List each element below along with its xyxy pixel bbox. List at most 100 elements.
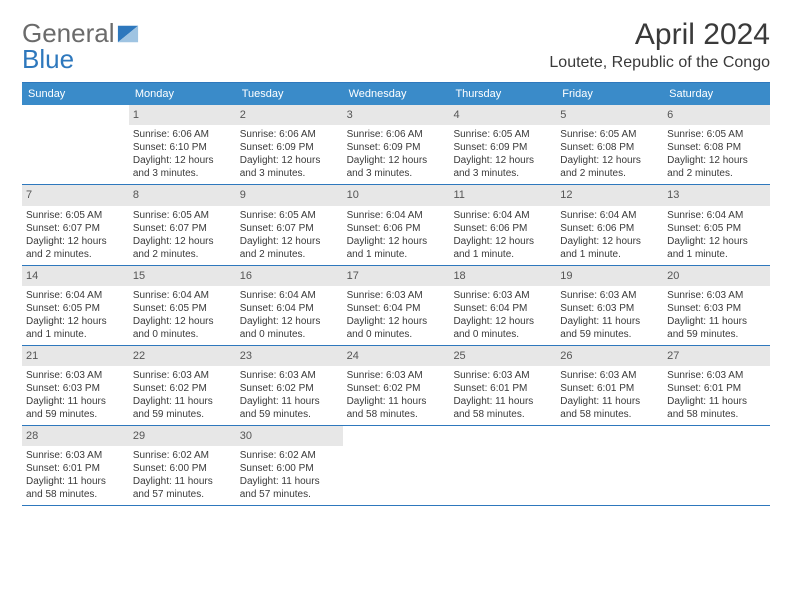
sunset: Sunset: 6:09 PM xyxy=(240,141,339,154)
sunrise: Sunrise: 6:05 AM xyxy=(26,209,125,222)
dow-tuesday: Tuesday xyxy=(236,83,343,105)
daylight: Daylight: 12 hours and 3 minutes. xyxy=(240,154,339,180)
sunrise: Sunrise: 6:03 AM xyxy=(26,369,125,382)
sunrise: Sunrise: 6:05 AM xyxy=(133,209,232,222)
sunset: Sunset: 6:07 PM xyxy=(133,222,232,235)
sunset: Sunset: 6:09 PM xyxy=(453,141,552,154)
daylight: Daylight: 12 hours and 2 minutes. xyxy=(26,235,125,261)
month-title: April 2024 xyxy=(549,18,770,52)
day-cell: 17Sunrise: 6:03 AMSunset: 6:04 PMDayligh… xyxy=(343,266,450,345)
day-body: Sunrise: 6:03 AMSunset: 6:03 PMDaylight:… xyxy=(556,286,663,345)
day-number: 27 xyxy=(663,346,770,366)
day-body: Sunrise: 6:02 AMSunset: 6:00 PMDaylight:… xyxy=(129,446,236,505)
day-number: 4 xyxy=(449,105,556,125)
day-number: 19 xyxy=(556,266,663,286)
daylight: Daylight: 12 hours and 2 minutes. xyxy=(560,154,659,180)
day-number: 11 xyxy=(449,185,556,205)
sunrise: Sunrise: 6:02 AM xyxy=(240,449,339,462)
daylight: Daylight: 12 hours and 1 minute. xyxy=(347,235,446,261)
day-cell: 30Sunrise: 6:02 AMSunset: 6:00 PMDayligh… xyxy=(236,426,343,505)
daylight: Daylight: 12 hours and 3 minutes. xyxy=(347,154,446,180)
sunrise: Sunrise: 6:03 AM xyxy=(240,369,339,382)
day-number: 7 xyxy=(22,185,129,205)
day-body: Sunrise: 6:04 AMSunset: 6:05 PMDaylight:… xyxy=(663,206,770,265)
day-number: 13 xyxy=(663,185,770,205)
day-body: Sunrise: 6:03 AMSunset: 6:03 PMDaylight:… xyxy=(22,366,129,425)
week-row: 21Sunrise: 6:03 AMSunset: 6:03 PMDayligh… xyxy=(22,346,770,426)
sunrise: Sunrise: 6:03 AM xyxy=(133,369,232,382)
day-body: Sunrise: 6:04 AMSunset: 6:06 PMDaylight:… xyxy=(449,206,556,265)
day-cell: 14Sunrise: 6:04 AMSunset: 6:05 PMDayligh… xyxy=(22,266,129,345)
daylight: Daylight: 11 hours and 57 minutes. xyxy=(133,475,232,501)
calendar: SundayMondayTuesdayWednesdayThursdayFrid… xyxy=(22,82,770,506)
day-body: Sunrise: 6:03 AMSunset: 6:01 PMDaylight:… xyxy=(663,366,770,425)
day-cell: 2Sunrise: 6:06 AMSunset: 6:09 PMDaylight… xyxy=(236,105,343,184)
daylight: Daylight: 11 hours and 59 minutes. xyxy=(667,315,766,341)
day-number: 20 xyxy=(663,266,770,286)
day-body: Sunrise: 6:05 AMSunset: 6:09 PMDaylight:… xyxy=(449,125,556,184)
day-cell: 9Sunrise: 6:05 AMSunset: 6:07 PMDaylight… xyxy=(236,185,343,264)
daylight: Daylight: 11 hours and 58 minutes. xyxy=(667,395,766,421)
day-cell: 27Sunrise: 6:03 AMSunset: 6:01 PMDayligh… xyxy=(663,346,770,425)
day-cell: 24Sunrise: 6:03 AMSunset: 6:02 PMDayligh… xyxy=(343,346,450,425)
day-number: 29 xyxy=(129,426,236,446)
sunset: Sunset: 6:01 PM xyxy=(667,382,766,395)
day-number: 6 xyxy=(663,105,770,125)
daylight: Daylight: 12 hours and 1 minute. xyxy=(560,235,659,261)
day-cell: 18Sunrise: 6:03 AMSunset: 6:04 PMDayligh… xyxy=(449,266,556,345)
sunset: Sunset: 6:10 PM xyxy=(133,141,232,154)
sunset: Sunset: 6:03 PM xyxy=(667,302,766,315)
day-cell: 20Sunrise: 6:03 AMSunset: 6:03 PMDayligh… xyxy=(663,266,770,345)
dow-sunday: Sunday xyxy=(22,83,129,105)
day-cell: 4Sunrise: 6:05 AMSunset: 6:09 PMDaylight… xyxy=(449,105,556,184)
daylight: Daylight: 12 hours and 1 minute. xyxy=(453,235,552,261)
day-body: Sunrise: 6:04 AMSunset: 6:06 PMDaylight:… xyxy=(556,206,663,265)
sunrise: Sunrise: 6:04 AM xyxy=(453,209,552,222)
daylight: Daylight: 11 hours and 58 minutes. xyxy=(560,395,659,421)
sunset: Sunset: 6:06 PM xyxy=(347,222,446,235)
day-cell: 11Sunrise: 6:04 AMSunset: 6:06 PMDayligh… xyxy=(449,185,556,264)
day-body: Sunrise: 6:02 AMSunset: 6:00 PMDaylight:… xyxy=(236,446,343,505)
day-number xyxy=(556,426,663,432)
sunset: Sunset: 6:05 PM xyxy=(667,222,766,235)
dow-thursday: Thursday xyxy=(449,83,556,105)
day-number: 15 xyxy=(129,266,236,286)
day-body: Sunrise: 6:05 AMSunset: 6:08 PMDaylight:… xyxy=(556,125,663,184)
week-row: 28Sunrise: 6:03 AMSunset: 6:01 PMDayligh… xyxy=(22,426,770,506)
sunrise: Sunrise: 6:03 AM xyxy=(667,369,766,382)
day-number: 3 xyxy=(343,105,450,125)
sunset: Sunset: 6:06 PM xyxy=(560,222,659,235)
daylight: Daylight: 12 hours and 1 minute. xyxy=(667,235,766,261)
day-number: 5 xyxy=(556,105,663,125)
day-number: 25 xyxy=(449,346,556,366)
day-body: Sunrise: 6:05 AMSunset: 6:07 PMDaylight:… xyxy=(129,206,236,265)
sunrise: Sunrise: 6:04 AM xyxy=(133,289,232,302)
week-row: 14Sunrise: 6:04 AMSunset: 6:05 PMDayligh… xyxy=(22,266,770,346)
day-body: Sunrise: 6:03 AMSunset: 6:01 PMDaylight:… xyxy=(449,366,556,425)
sunrise: Sunrise: 6:04 AM xyxy=(667,209,766,222)
day-cell: 1Sunrise: 6:06 AMSunset: 6:10 PMDaylight… xyxy=(129,105,236,184)
sunrise: Sunrise: 6:06 AM xyxy=(240,128,339,141)
day-body: Sunrise: 6:03 AMSunset: 6:02 PMDaylight:… xyxy=(236,366,343,425)
sunrise: Sunrise: 6:04 AM xyxy=(26,289,125,302)
day-cell xyxy=(449,426,556,505)
daylight: Daylight: 12 hours and 2 minutes. xyxy=(667,154,766,180)
day-number: 8 xyxy=(129,185,236,205)
day-cell: 8Sunrise: 6:05 AMSunset: 6:07 PMDaylight… xyxy=(129,185,236,264)
dow-wednesday: Wednesday xyxy=(343,83,450,105)
day-cell: 16Sunrise: 6:04 AMSunset: 6:04 PMDayligh… xyxy=(236,266,343,345)
sunset: Sunset: 6:08 PM xyxy=(560,141,659,154)
sunrise: Sunrise: 6:04 AM xyxy=(240,289,339,302)
sunset: Sunset: 6:07 PM xyxy=(26,222,125,235)
sunrise: Sunrise: 6:03 AM xyxy=(453,369,552,382)
sunrise: Sunrise: 6:05 AM xyxy=(560,128,659,141)
day-number: 28 xyxy=(22,426,129,446)
day-cell xyxy=(22,105,129,184)
day-cell: 29Sunrise: 6:02 AMSunset: 6:00 PMDayligh… xyxy=(129,426,236,505)
day-cell: 26Sunrise: 6:03 AMSunset: 6:01 PMDayligh… xyxy=(556,346,663,425)
day-number: 9 xyxy=(236,185,343,205)
daylight: Daylight: 11 hours and 58 minutes. xyxy=(347,395,446,421)
day-number: 26 xyxy=(556,346,663,366)
sunrise: Sunrise: 6:05 AM xyxy=(240,209,339,222)
day-body: Sunrise: 6:04 AMSunset: 6:05 PMDaylight:… xyxy=(22,286,129,345)
